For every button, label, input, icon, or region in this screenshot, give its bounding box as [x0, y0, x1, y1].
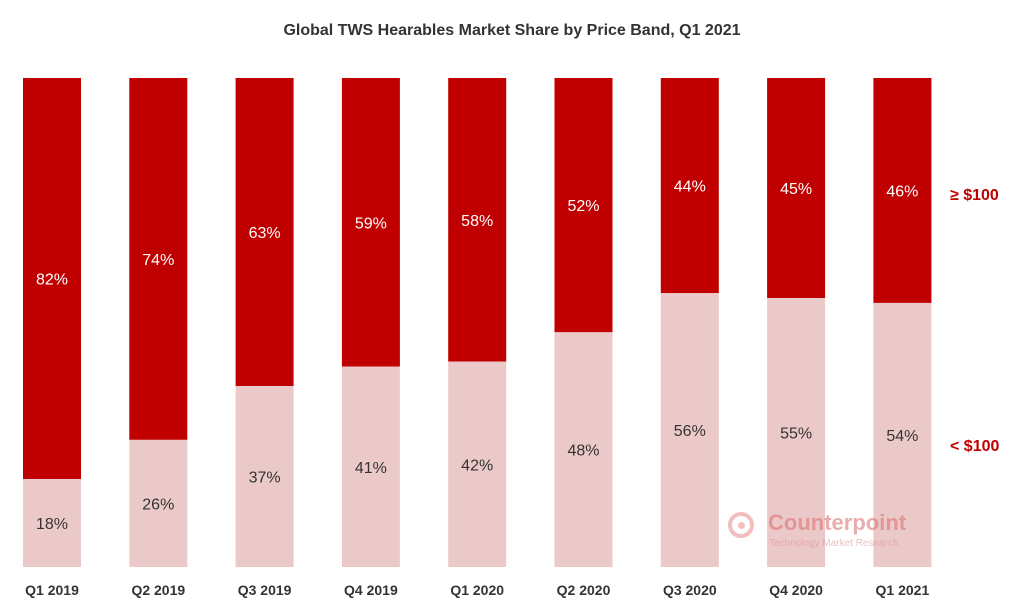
bar-segment-above-100 [554, 78, 613, 333]
bar-segment-below-100 [129, 439, 188, 567]
data-label-above-100: 59% [355, 215, 387, 232]
bar-segment-below-100 [235, 386, 294, 567]
data-label-below-100: 18% [36, 516, 68, 533]
data-label-above-100: 63% [249, 225, 281, 242]
data-label-above-100: 58% [461, 213, 493, 230]
bar-segment-below-100 [767, 298, 826, 567]
bar-segment-below-100 [448, 361, 507, 567]
data-label-below-100: 48% [567, 443, 599, 460]
watermark-subtitle: Technology Market Research [769, 538, 899, 549]
bar-segment-above-100 [660, 78, 719, 294]
x-tick-label: Q3 2019 [238, 582, 292, 598]
data-label-below-100: 37% [249, 470, 281, 487]
counterpoint-logo-icon [728, 512, 754, 538]
data-label-below-100: 56% [674, 423, 706, 440]
counterpoint-watermark: Counterpoint Technology Market Research [728, 508, 928, 552]
bar-segment-above-100 [448, 78, 507, 362]
data-label-below-100: 26% [142, 496, 174, 513]
watermark-name: Counterpoint [768, 510, 907, 535]
bar-segment-above-100 [341, 78, 400, 367]
bar-segment-above-100 [873, 78, 932, 303]
x-tick-label: Q1 2020 [450, 582, 504, 598]
data-label-below-100: 54% [886, 428, 918, 445]
bar-segment-above-100 [129, 78, 188, 440]
chart-title: Global TWS Hearables Market Share by Pri… [283, 22, 741, 39]
x-tick-label: Q4 2019 [344, 582, 398, 598]
data-label-below-100: 41% [355, 460, 387, 477]
x-tick-label: Q2 2020 [557, 582, 611, 598]
data-label-above-100: 44% [674, 179, 706, 196]
bar-segment-below-100 [554, 332, 613, 567]
data-label-above-100: 74% [142, 252, 174, 269]
data-label-above-100: 52% [567, 198, 599, 215]
bar-segment-below-100 [660, 293, 719, 567]
x-tick-label: Q2 2019 [131, 582, 185, 598]
data-label-below-100: 42% [461, 457, 493, 474]
x-tick-label: Q3 2020 [663, 582, 717, 598]
bar-segment-above-100 [235, 78, 294, 387]
bar-segment-above-100 [767, 78, 826, 299]
legend-label-below-100: < $100 [950, 438, 999, 455]
x-tick-label: Q4 2020 [769, 582, 823, 598]
data-label-below-100: 55% [780, 426, 812, 443]
bar-segment-below-100 [23, 478, 81, 567]
bar-segment-below-100 [873, 302, 932, 567]
x-tick-label: Q1 2019 [25, 582, 79, 598]
legend-label-above-100: ≥ $100 [950, 187, 999, 204]
bar-segment-below-100 [341, 366, 400, 567]
x-tick-label: Q1 2021 [876, 582, 930, 598]
data-label-above-100: 45% [780, 181, 812, 198]
data-label-above-100: 82% [36, 271, 68, 288]
bar-segment-above-100 [23, 78, 81, 479]
data-label-above-100: 46% [886, 183, 918, 200]
